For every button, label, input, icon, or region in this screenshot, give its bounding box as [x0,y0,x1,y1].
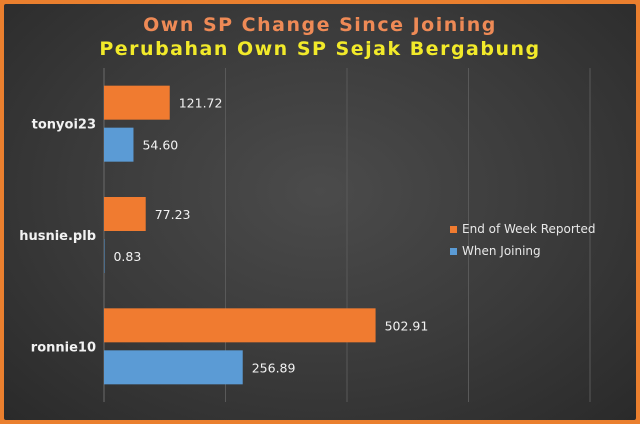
bar-when-joining-ronnie10 [104,350,243,385]
data-label-when-joining-ronnie10: 256.89 [252,360,296,375]
bar-end-of-week-reported-ronnie10 [104,308,376,343]
chart-title: Own SP Change Since Joining [143,14,497,36]
bar-when-joining-tonyoi23 [104,127,134,162]
data-label-end-of-week-reported-tonyoi23: 121.72 [179,96,223,111]
bar-end-of-week-reported-tonyoi23 [104,85,170,120]
legend-label-end-of-week: End of Week Reported [462,222,596,236]
legend-swatch-end-of-week [450,225,457,233]
legend-item-when-joining: When Joining [450,240,595,262]
legend-label-when-joining: When Joining [462,244,541,258]
chart-subtitle: Perubahan Own SP Sejak Bergabung [99,38,541,60]
chart-legend: End of Week Reported When Joining [450,218,595,262]
category-label-tonyoi23: tonyoi23 [32,118,96,133]
legend-item-end-of-week: End of Week Reported [450,218,595,240]
data-label-when-joining-husnie-plb: 0.83 [113,249,141,264]
data-label-end-of-week-reported-ronnie10: 502.91 [385,318,429,333]
legend-swatch-when-joining [450,247,457,255]
bar-when-joining-husnie-plb [104,239,105,273]
data-label-end-of-week-reported-husnie-plb: 77.23 [155,207,191,222]
bar-end-of-week-reported-husnie-plb [104,197,146,231]
data-label-when-joining-tonyoi23: 54.60 [142,138,178,153]
category-label-ronnie10: ronnie10 [31,340,96,355]
category-label-husnie-plb: husnie.plb [19,229,96,244]
